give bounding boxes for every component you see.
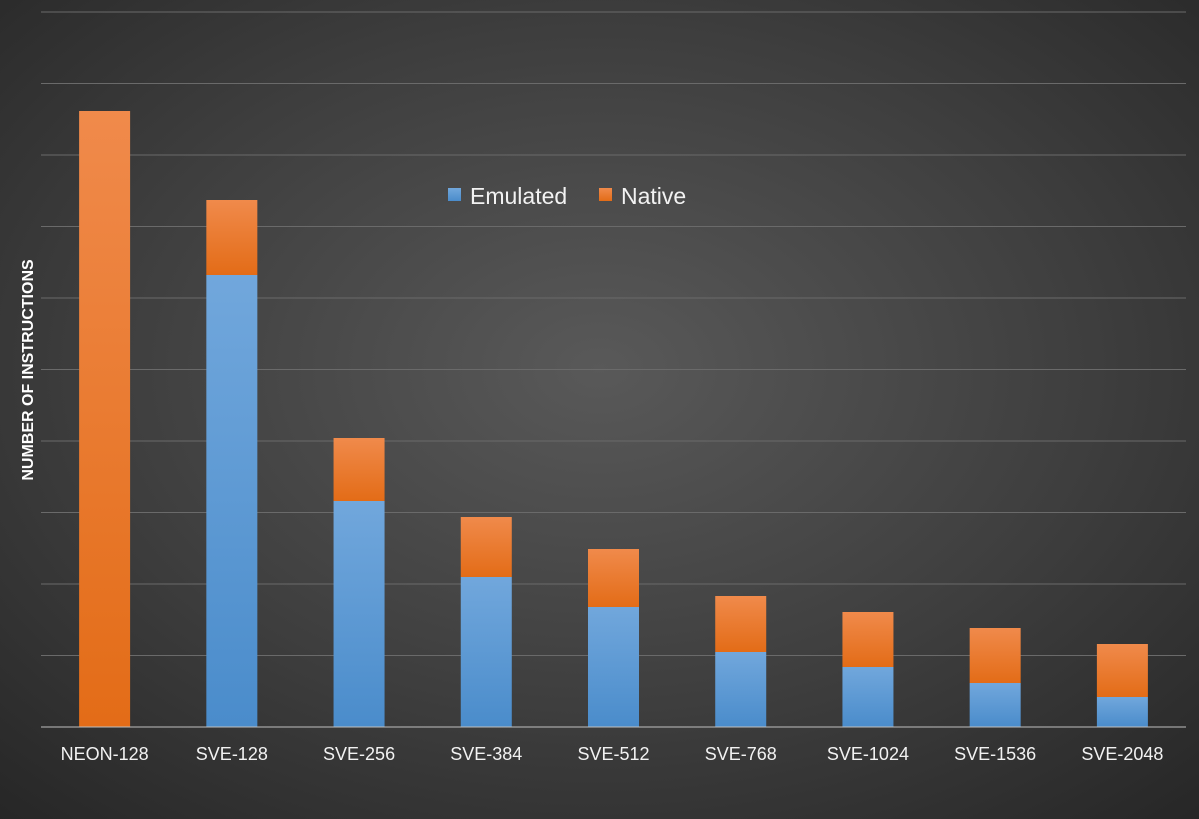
bar-emulated-sve-512 — [588, 607, 639, 727]
legend-swatch-emulated — [448, 188, 461, 201]
bar-emulated-sve-768 — [715, 652, 767, 727]
bar-native-sve-512 — [588, 549, 639, 607]
bar-emulated-sve-256 — [333, 501, 385, 727]
bar-native-sve-128 — [206, 200, 258, 275]
bar-emulated-sve-2048 — [1096, 697, 1148, 727]
legend-label-native: Native — [621, 183, 686, 209]
bar-native-sve-2048 — [1096, 644, 1148, 697]
bars — [79, 111, 1148, 727]
legend-label-emulated: Emulated — [470, 183, 567, 209]
x-tick-label: NEON-128 — [61, 744, 149, 764]
bar-emulated-sve-1024 — [842, 667, 894, 727]
bar-emulated-sve-1536 — [969, 683, 1021, 727]
bar-native-sve-1536 — [969, 628, 1021, 683]
bar-emulated-sve-128 — [206, 275, 258, 727]
x-tick-label: SVE-1536 — [954, 744, 1036, 764]
bar-native-sve-768 — [715, 596, 767, 652]
x-tick-labels: NEON-128 SVE-128 SVE-256 SVE-384 SVE-512 SVE-… — [61, 744, 1164, 764]
bar-native-neon-128 — [79, 111, 131, 727]
x-tick-label: SVE-256 — [323, 744, 395, 764]
legend-swatch-native — [599, 188, 612, 201]
x-tick-label: SVE-768 — [705, 744, 777, 764]
legend: Emulated Native — [448, 183, 686, 209]
x-tick-label: SVE-2048 — [1081, 744, 1163, 764]
x-tick-label: SVE-1024 — [827, 744, 909, 764]
bar-emulated-sve-384 — [460, 577, 512, 727]
x-tick-label: SVE-128 — [196, 744, 268, 764]
bar-native-sve-384 — [460, 517, 512, 577]
x-tick-label: SVE-512 — [577, 744, 649, 764]
bar-native-sve-256 — [333, 438, 385, 501]
x-tick-label: SVE-384 — [450, 744, 522, 764]
bar-native-sve-1024 — [842, 612, 894, 667]
y-axis-label: NUMBER OF INSTRUCTIONS — [20, 259, 37, 481]
